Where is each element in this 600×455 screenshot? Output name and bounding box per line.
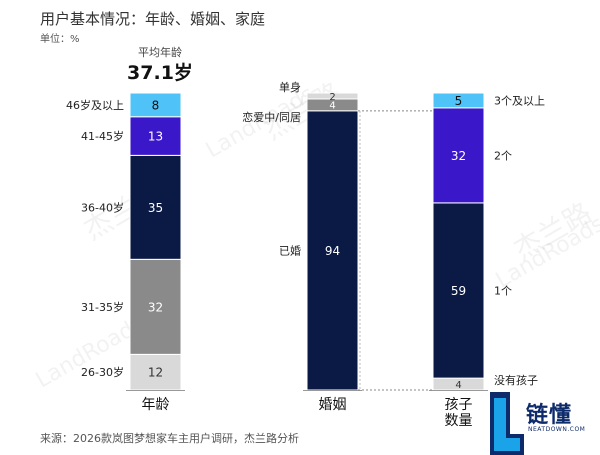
segment-label-0-4: 46岁及以上: [66, 98, 124, 112]
average-age-label: 平均年龄: [138, 46, 182, 59]
data-label-1-2: 2: [329, 92, 335, 103]
data-label-0-2: 35: [148, 201, 163, 215]
chart-title: 用户基本情况：年龄、婚姻、家庭: [40, 10, 266, 28]
category-label-0: 年龄: [142, 397, 170, 413]
source-note: 来源：2026款岚图梦想家车主用户调研，杰兰路分析: [40, 432, 299, 445]
segment-label-0-3: 41-45岁: [81, 129, 124, 143]
data-label-2-1: 59: [451, 284, 466, 298]
segment-label-2-2: 2个: [494, 149, 512, 162]
segment-label-2-3: 3个及以上: [494, 94, 545, 107]
segment-label-1-2: 单身: [279, 80, 301, 94]
data-label-1-0: 94: [325, 244, 340, 258]
data-label-0-4: 8: [152, 98, 160, 112]
data-label-1-1: 4: [329, 101, 335, 112]
data-label-2-2: 32: [451, 149, 466, 163]
data-label-2-3: 5: [455, 94, 463, 108]
unit-label: 单位：%: [40, 34, 80, 45]
bar-segment-0-2: [129, 154, 182, 260]
segment-label-2-1: 1个: [494, 285, 512, 298]
bar-segment-2-2: [432, 107, 485, 204]
bar-segment-0-0: [129, 353, 182, 391]
segment-label-0-2: 36-40岁: [81, 200, 124, 214]
data-label-0-3: 13: [148, 130, 163, 144]
category-label-2: 孩子: [445, 397, 473, 413]
logo-subtext: NEATDOWN.COM: [528, 426, 586, 433]
neatdown-logo-icon: [490, 392, 524, 455]
bar-segment-1-2: [306, 92, 359, 100]
segment-label-0-1: 31-35岁: [81, 300, 124, 314]
bar-segment-2-1: [432, 202, 485, 379]
bar-segment-2-3: [432, 92, 485, 109]
segment-label-1-1: 恋爱中/同居: [242, 110, 301, 124]
average-age-value: 37.1岁: [127, 62, 193, 84]
category-label-1: 婚姻: [319, 397, 347, 413]
segment-label-2-0: 没有孩子: [494, 373, 538, 387]
logo-text: 链懂: [526, 403, 573, 428]
category-label-2-line2: 数量: [445, 413, 473, 429]
data-label-2-0: 4: [455, 380, 461, 391]
data-label-0-0: 12: [148, 366, 163, 380]
bar-segment-0-4: [129, 92, 182, 118]
data-label-0-1: 32: [148, 300, 163, 314]
bar-segment-0-3: [129, 116, 182, 156]
segment-label-0-0: 26-30岁: [81, 365, 124, 379]
segment-label-1-0: 已婚: [279, 243, 301, 257]
